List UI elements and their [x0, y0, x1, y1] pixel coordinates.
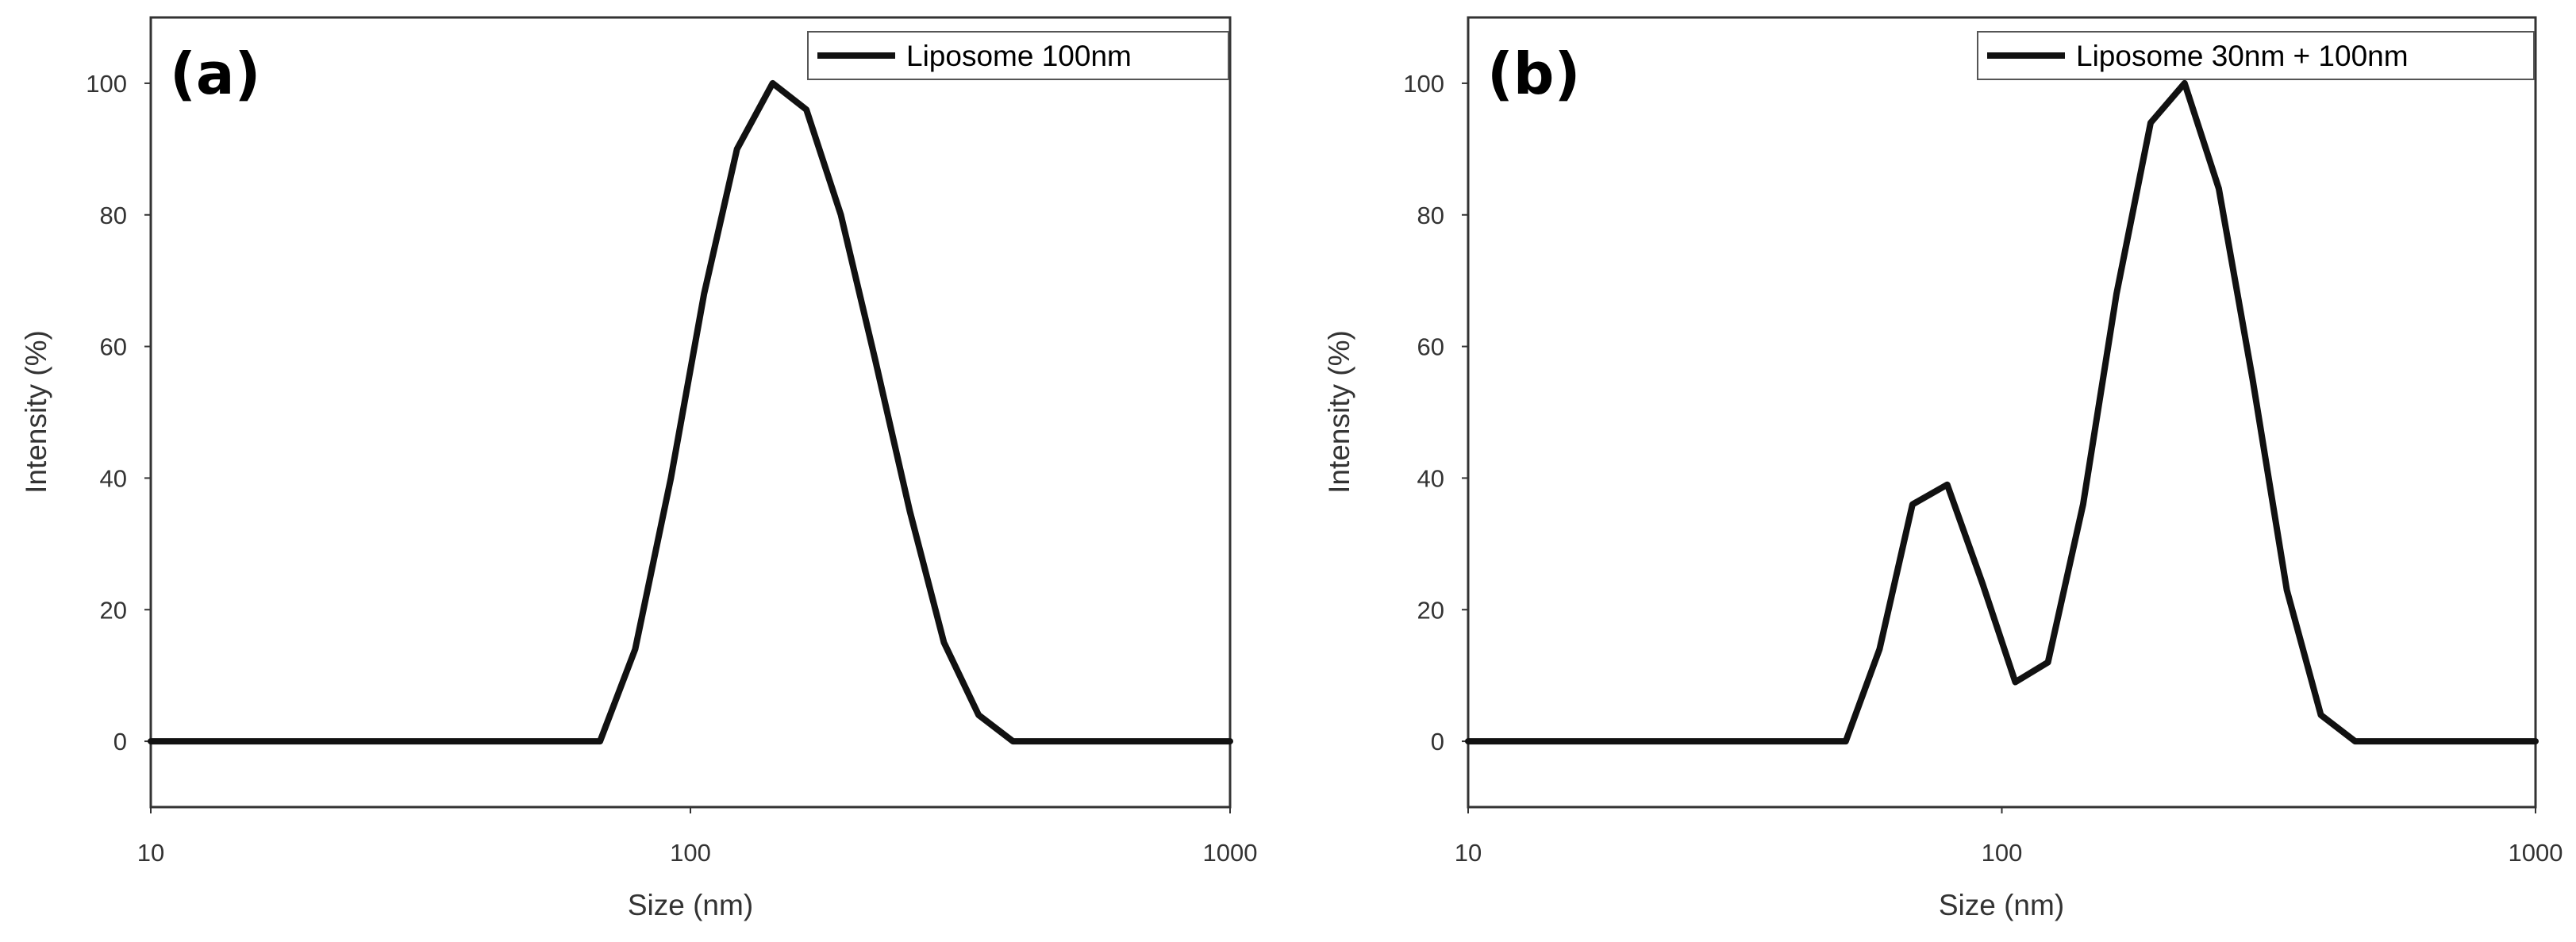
plot-frame: [1467, 16, 2537, 809]
y-tick-label: 0: [113, 728, 127, 756]
panel-label: (b): [1487, 40, 1580, 107]
series-line: [1465, 79, 2539, 745]
y-tick-label: 40: [100, 464, 127, 492]
x-axis-label: Size (nm): [628, 889, 753, 921]
y-tick-label: 80: [100, 202, 127, 229]
panel-a: (a) Size (nm) Intensity (%) 020406080100…: [20, 16, 1258, 921]
x-tick-label: 100: [670, 839, 711, 867]
y-tick-label: 100: [86, 70, 127, 98]
series-group: [1465, 79, 2539, 745]
panel-label: (a): [170, 40, 260, 107]
series-line: [148, 79, 1233, 745]
x-tick-label: 1000: [1203, 839, 1258, 867]
x-tick-label: 10: [1455, 839, 1482, 867]
panel-b: (b) Size (nm) Intensity (%) 020406080100…: [1323, 16, 2563, 921]
plot-frame: [149, 16, 1232, 809]
y-axis-label: Intensity (%): [1323, 330, 1355, 494]
x-ticks: 10 100 1000: [1455, 807, 2563, 867]
y-tick-label: 0: [1431, 728, 1444, 756]
y-axis-label: Intensity (%): [20, 330, 52, 494]
y-tick-label: 80: [1417, 202, 1444, 229]
x-tick-label: 1000: [2509, 839, 2563, 867]
y-ticks: 0 20 40 60 80 100: [1403, 70, 1468, 756]
x-axis-label: Size (nm): [1939, 889, 2064, 921]
legend-box: [1977, 31, 2535, 80]
x-tick-label: 100: [1982, 839, 2023, 867]
series-group: [148, 79, 1233, 745]
legend-entry: Liposome 30nm + 100nm: [2076, 40, 2409, 72]
legend-entry: Liposome 100nm: [906, 40, 1132, 72]
y-tick-label: 20: [1417, 596, 1444, 624]
y-tick-label: 60: [100, 333, 127, 361]
legend: Liposome 100nm: [807, 31, 1229, 80]
y-tick-label: 100: [1403, 70, 1444, 98]
x-tick-label: 10: [137, 839, 164, 867]
y-ticks: 0 20 40 60 80 100: [86, 70, 151, 756]
legend: Liposome 30nm + 100nm: [1977, 31, 2535, 80]
y-tick-label: 40: [1417, 464, 1444, 492]
x-ticks: 10 100 1000: [137, 807, 1258, 867]
y-tick-label: 60: [1417, 333, 1444, 361]
y-tick-label: 20: [100, 596, 127, 624]
